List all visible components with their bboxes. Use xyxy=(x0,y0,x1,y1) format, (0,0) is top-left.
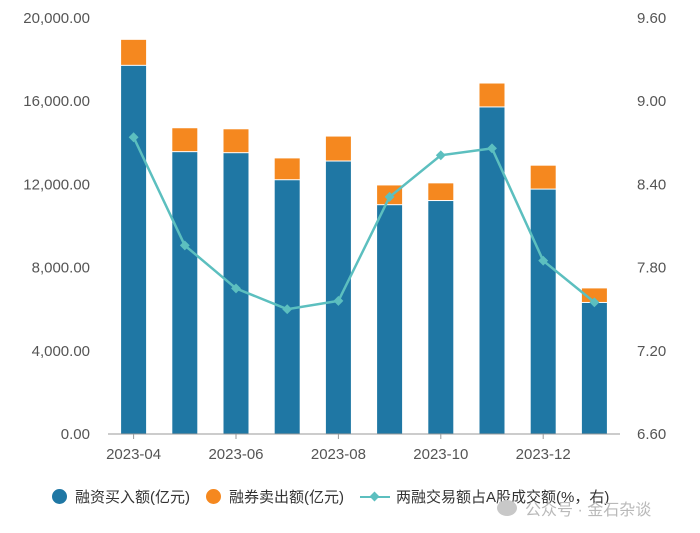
line-point xyxy=(128,132,139,143)
line-point xyxy=(231,283,241,294)
line-point xyxy=(435,150,446,161)
bar-financing-buy xyxy=(428,201,454,434)
chart-legend: 融资买入额(亿元) 融券卖出额(亿元) 两融交易额占A股成交额(%，右) xyxy=(52,486,625,507)
y-left-tick-label: 8,000.00 xyxy=(32,260,90,277)
legend-item-ratio[interactable]: 两融交易额占A股成交额(%，右) xyxy=(360,486,609,507)
bar-financing-buy xyxy=(581,302,607,434)
y-right-tick-label: 8.40 xyxy=(637,176,666,193)
bar-short-sell xyxy=(223,129,249,153)
y-left-tick-label: 16,000.00 xyxy=(23,93,90,110)
legend-item-financing-buy[interactable]: 融资买入额(亿元) xyxy=(52,486,190,507)
y-right-tick-label: 9.00 xyxy=(637,93,666,110)
line-point xyxy=(179,240,190,251)
x-tick-label: 2023-04 xyxy=(106,446,161,463)
bar-financing-buy xyxy=(121,65,147,434)
line-point xyxy=(487,143,497,154)
legend-label: 融券卖出额(亿元) xyxy=(229,489,344,506)
y-left-tick-label: 0.00 xyxy=(61,426,90,443)
y-right-tick-label: 6.60 xyxy=(637,426,666,443)
y-left-tick-label: 12,000.00 xyxy=(23,176,90,193)
bar-short-sell xyxy=(428,183,454,201)
x-tick-label: 2023-12 xyxy=(516,446,571,463)
x-tick-label: 2023-06 xyxy=(208,446,263,463)
bar-short-sell xyxy=(121,39,147,65)
x-tick-label: 2023-10 xyxy=(413,446,468,463)
line-point xyxy=(538,255,549,266)
line-markers-layer xyxy=(128,132,600,315)
legend-line-icon xyxy=(360,489,390,504)
watermark: 公众号 · 金石杂谈 xyxy=(497,496,651,520)
bar-short-sell xyxy=(274,158,300,180)
legend-dot-icon xyxy=(52,489,67,504)
y-left-tick-label: 20,000.00 xyxy=(23,10,90,27)
y-axis-left-labels: 0.00 4,000.00 8,000.00 12,000.00 16,000.00 20… xyxy=(23,10,90,443)
watermark-text: 公众号 · 金石杂谈 xyxy=(525,502,652,519)
bar-short-sell xyxy=(479,83,505,107)
x-axis-ticks: 2023-04 2023-06 2023-08 2023-10 2023-12 xyxy=(106,434,571,463)
line-point xyxy=(333,295,344,306)
bars-layer xyxy=(121,39,607,434)
wechat-icon xyxy=(497,500,517,516)
legend-dot-icon xyxy=(206,489,221,504)
chart-canvas: 2023-04 2023-06 2023-08 2023-10 2023-12 0.00… xyxy=(23,10,666,463)
line-point xyxy=(589,297,600,308)
bar-financing-buy xyxy=(223,153,249,434)
bar-short-sell xyxy=(530,165,556,189)
bar-financing-buy xyxy=(172,152,198,434)
bar-short-sell xyxy=(325,136,351,161)
legend-item-short-sell[interactable]: 融券卖出额(亿元) xyxy=(206,486,344,507)
y-right-tick-label: 9.60 xyxy=(637,10,666,27)
y-right-tick-label: 7.80 xyxy=(637,260,666,277)
legend-label: 两融交易额占A股成交额(%，右) xyxy=(396,489,610,506)
bar-financing-buy xyxy=(479,107,505,434)
line-point xyxy=(282,304,293,315)
series-line-ratio xyxy=(132,136,596,311)
y-right-tick-label: 7.20 xyxy=(637,343,666,360)
x-tick-label: 2023-08 xyxy=(311,446,366,463)
legend-label: 融资买入额(亿元) xyxy=(75,489,190,506)
line-point xyxy=(384,191,395,202)
bar-financing-buy xyxy=(530,189,556,434)
y-left-tick-label: 4,000.00 xyxy=(32,343,90,360)
bar-short-sell xyxy=(172,128,198,152)
bar-financing-buy xyxy=(377,205,403,434)
y-axis-right-labels: 6.60 7.20 7.80 8.40 9.00 9.60 xyxy=(637,10,666,443)
